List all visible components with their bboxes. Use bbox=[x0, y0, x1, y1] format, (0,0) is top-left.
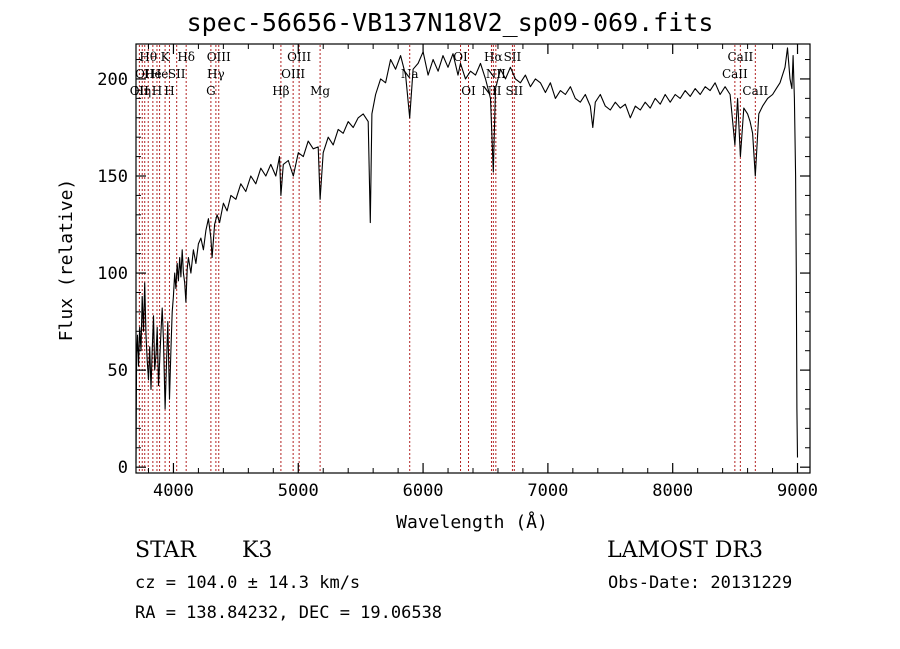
marker-label: He bbox=[151, 67, 169, 81]
line-markers bbox=[138, 45, 756, 472]
marker-label: OII bbox=[130, 84, 150, 98]
marker-label: He bbox=[144, 67, 162, 81]
marker-label: OI bbox=[453, 50, 468, 64]
marker-label: NII bbox=[481, 84, 501, 98]
marker-label: Na bbox=[401, 67, 419, 81]
marker-label: K bbox=[161, 50, 171, 64]
marker-label: CaII bbox=[727, 50, 753, 64]
redshift-value: cz = 104.0 ± 14.3 km/s bbox=[135, 573, 361, 593]
marker-label: H bbox=[164, 84, 174, 98]
marker-labels: OIIHηOIIHθHeHHeKHSIIHδGHγOIIIHβOIIIOIIIM… bbox=[130, 50, 769, 98]
marker-label: OI bbox=[461, 84, 476, 98]
marker-label: Mg bbox=[310, 84, 330, 98]
spectrum-line bbox=[135, 47, 799, 464]
y-tick-label: 200 bbox=[97, 70, 128, 90]
marker-label: OIII bbox=[281, 67, 305, 81]
marker-label: Hθ bbox=[139, 50, 157, 64]
marker-label: Hα bbox=[484, 50, 503, 64]
marker-label: CaII bbox=[722, 67, 748, 81]
marker-label: H bbox=[152, 84, 162, 98]
x-tick-label: 6000 bbox=[403, 481, 444, 501]
plot-frame bbox=[135, 43, 811, 474]
marker-label: Hδ bbox=[177, 50, 195, 64]
x-tick-label: 7000 bbox=[527, 481, 568, 501]
y-tick-label: 50 bbox=[108, 361, 128, 381]
x-tick-label: 4000 bbox=[153, 481, 194, 501]
x-tick-label: 8000 bbox=[652, 481, 693, 501]
marker-label: OII bbox=[135, 67, 155, 81]
coordinates: RA = 138.84232, DEC = 19.06538 bbox=[135, 603, 443, 623]
marker-label: NII bbox=[486, 67, 506, 81]
y-tick-label: 100 bbox=[97, 264, 128, 284]
y-axis-label: Flux (relative) bbox=[56, 179, 77, 342]
x-tick-label: 5000 bbox=[278, 481, 319, 501]
y-tick-label: 150 bbox=[97, 167, 128, 187]
marker-label: Hβ bbox=[272, 84, 289, 98]
marker-label: CaII bbox=[742, 84, 768, 98]
marker-label: OIII bbox=[207, 50, 231, 64]
marker-label: SII bbox=[504, 50, 522, 64]
chart-title: spec-56656-VB137N18V2_sp09-069.fits bbox=[186, 8, 714, 37]
marker-label: SII bbox=[505, 84, 523, 98]
object-class: STAR bbox=[135, 538, 196, 563]
marker-label: Hη bbox=[133, 84, 151, 98]
object-subclass: K3 bbox=[242, 538, 273, 563]
marker-label: G bbox=[206, 84, 216, 98]
x-tick-label: 9000 bbox=[777, 481, 818, 501]
marker-label: OIII bbox=[287, 50, 311, 64]
marker-label: SII bbox=[168, 67, 186, 81]
survey-name: LAMOST DR3 bbox=[607, 538, 763, 563]
y-tick-label: 0 bbox=[118, 458, 128, 478]
marker-label: Hγ bbox=[207, 67, 225, 81]
observation-date: Obs-Date: 20131229 bbox=[608, 573, 793, 593]
axis-ticks: 4000 5000 6000 7000 8000 9000 0 50 100 150 200 bbox=[97, 44, 818, 501]
x-axis-label: Wavelength (Å) bbox=[396, 511, 548, 533]
